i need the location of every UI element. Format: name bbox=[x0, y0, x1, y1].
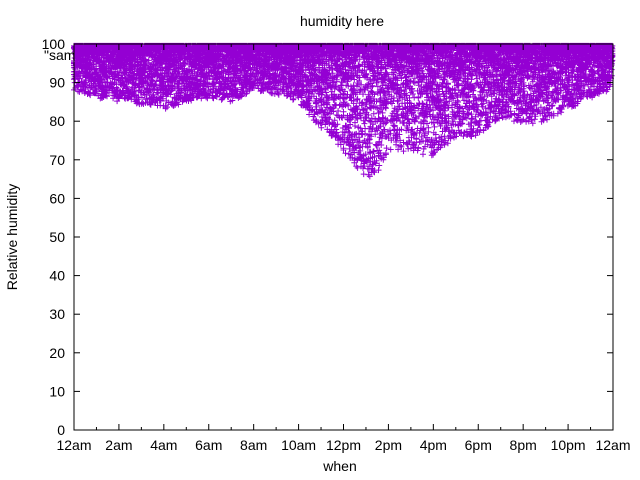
x-tick-label: 12am bbox=[56, 437, 91, 453]
y-tick-label: 60 bbox=[49, 190, 65, 206]
y-axis-label: Relative humidity bbox=[4, 184, 20, 291]
x-tick-label: 8am bbox=[240, 437, 267, 453]
y-tick-label: 70 bbox=[49, 152, 65, 168]
y-tick-label: 100 bbox=[42, 36, 66, 52]
x-tick-label: 12am bbox=[595, 437, 630, 453]
x-tick-label: 2pm bbox=[375, 437, 402, 453]
y-tick-label: 90 bbox=[49, 75, 65, 91]
y-tick-label: 30 bbox=[49, 306, 65, 322]
y-axis: 0 10 20 30 40 50 60 70 80 90 100 bbox=[42, 36, 613, 438]
y-tick-label: 80 bbox=[49, 113, 65, 129]
x-tick-label: 2am bbox=[105, 437, 132, 453]
x-tick-label: 4pm bbox=[420, 437, 447, 453]
y-tick-label: 20 bbox=[49, 345, 65, 361]
chart-title: humidity here bbox=[300, 13, 384, 29]
x-tick-label: 10pm bbox=[551, 437, 586, 453]
legend-label: "sam bbox=[44, 47, 75, 63]
data-points bbox=[71, 42, 616, 180]
x-axis: 12am 2am 4am 6am 8am 10am 12pm 2pm 4pm 6pm 8pm 10pm… bbox=[56, 44, 631, 453]
humidity-markers bbox=[71, 42, 616, 180]
x-tick-label: 6pm bbox=[465, 437, 492, 453]
x-tick-label: 6am bbox=[195, 437, 222, 453]
y-tick-label: 40 bbox=[49, 268, 65, 284]
y-tick-label: 0 bbox=[57, 422, 65, 438]
y-tick-label: 50 bbox=[49, 229, 65, 245]
x-tick-label: 10am bbox=[281, 437, 316, 453]
x-tick-label: 8pm bbox=[510, 437, 537, 453]
y-tick-label: 10 bbox=[49, 383, 65, 399]
x-tick-label: 12pm bbox=[326, 437, 361, 453]
x-tick-label: 4am bbox=[150, 437, 177, 453]
x-axis-label: when bbox=[322, 458, 356, 474]
